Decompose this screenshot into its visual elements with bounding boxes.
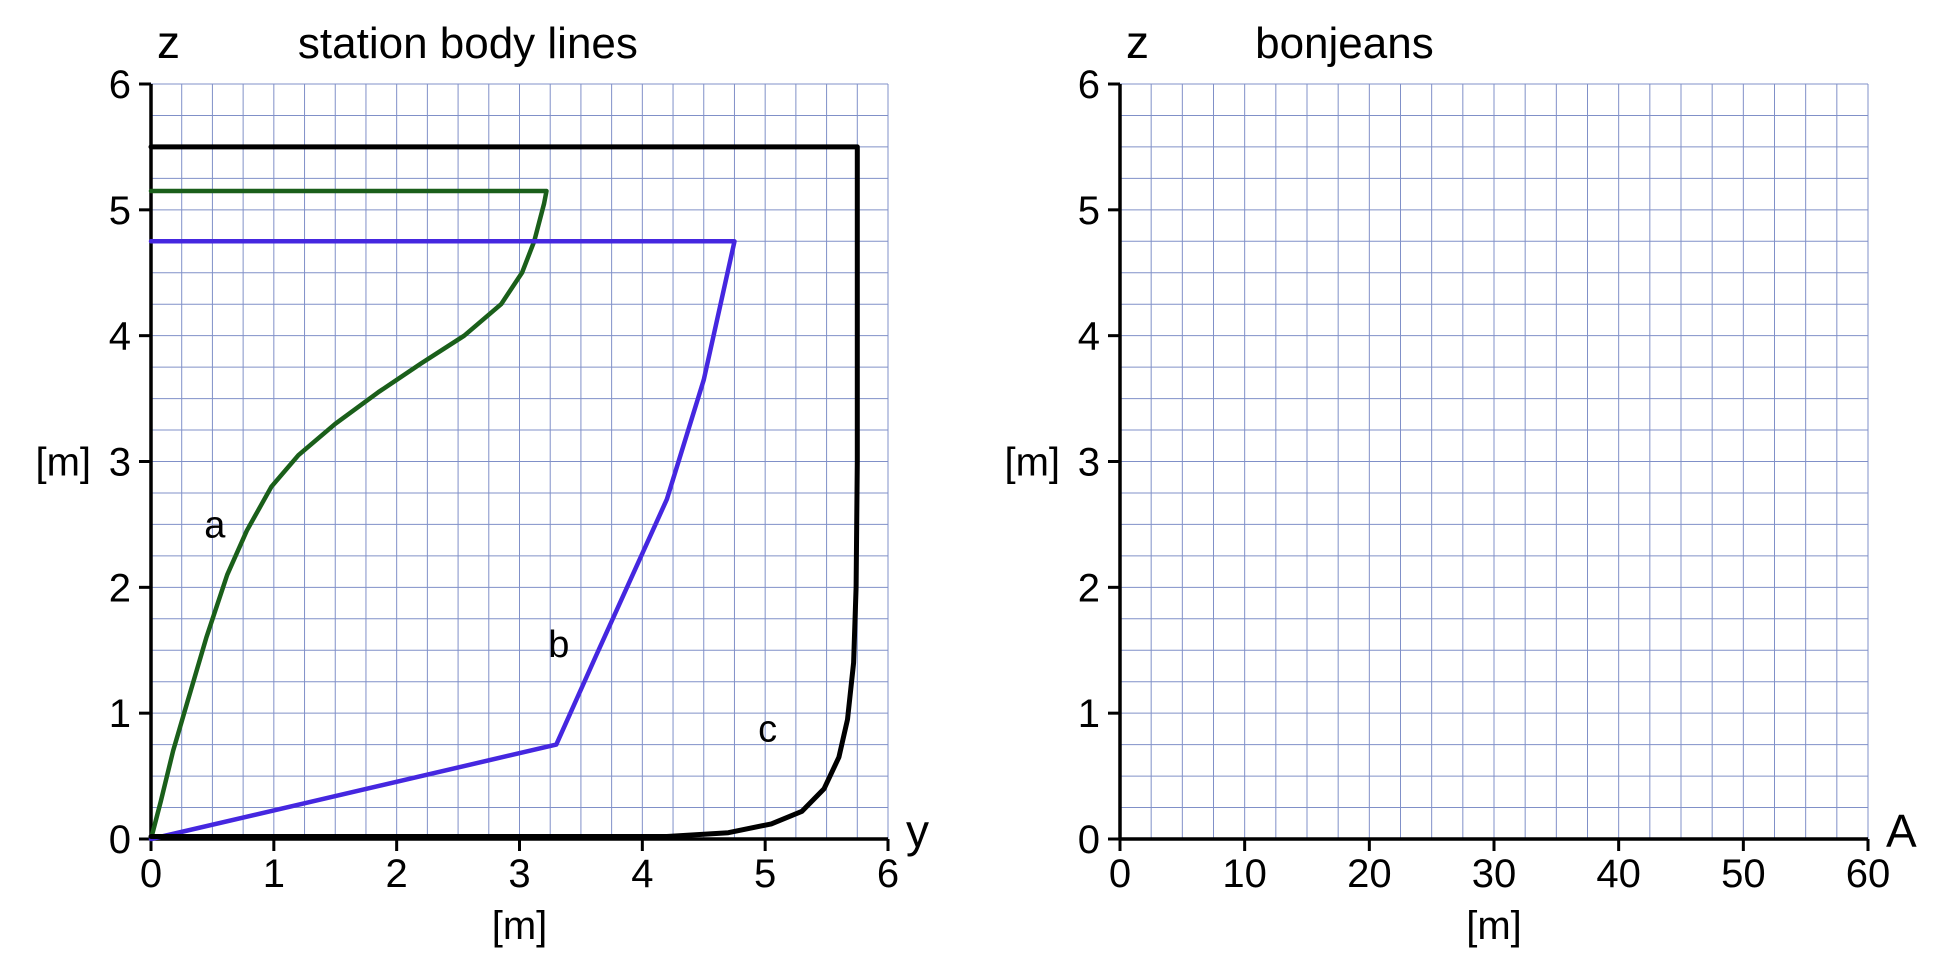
y-tick-label: 3 [109, 441, 131, 485]
x-tick-label: 3 [508, 852, 530, 896]
x-tick-label: 30 [1472, 852, 1517, 896]
series-c-line [148, 144, 860, 839]
y-tick-label: 5 [109, 189, 131, 233]
x-axis-unit-label: [m] [492, 904, 548, 948]
y-tick-label: 4 [109, 315, 131, 359]
x-tick-label: 1 [263, 852, 285, 896]
series-b-line [148, 239, 737, 842]
chart-title: station body lines [298, 19, 638, 68]
chart-bonjeans: 0 10 20 30 40 50 60 0 1 2 3 4 5 6 bonjeans z A [m] [m] [1004, 16, 1917, 948]
axes [1108, 82, 1870, 851]
y-axis-unit-label: [m] [35, 441, 91, 485]
series-a-label: a [204, 504, 226, 546]
chart-title: bonjeans [1255, 19, 1434, 68]
x-tick-label: 4 [631, 852, 653, 896]
y-tick-label: 6 [1078, 63, 1100, 107]
x-axis-unit-label: [m] [1466, 904, 1522, 948]
x-tick-label: 50 [1721, 852, 1766, 896]
y-tick-label: 1 [1078, 692, 1100, 736]
y-tick-label: 5 [1078, 189, 1100, 233]
y-tick-label: 6 [109, 63, 131, 107]
y-axis-letter: z [1126, 16, 1149, 68]
x-tick-label: 5 [754, 852, 776, 896]
x-axis-letter: y [906, 805, 929, 857]
y-tick-label: 4 [1078, 315, 1100, 359]
x-tick-label: 20 [1347, 852, 1392, 896]
y-axis-letter: z [157, 16, 180, 68]
y-axis-unit-label: [m] [1004, 441, 1060, 485]
series-c-label: c [758, 708, 777, 750]
grid [1119, 83, 1869, 840]
x-tick-label: 2 [386, 852, 408, 896]
y-tick-label: 2 [1078, 566, 1100, 610]
x-tick-label: 60 [1846, 852, 1891, 896]
y-tick-label: 2 [109, 566, 131, 610]
x-tick-label: 10 [1222, 852, 1267, 896]
x-tick-label: 40 [1596, 852, 1641, 896]
y-tick-label: 0 [1078, 818, 1100, 862]
x-tick-label: 6 [877, 852, 899, 896]
chart-station-body-lines: a b c 0 1 2 3 4 5 6 0 1 2 3 4 5 6 station body lines z y [m]… [35, 16, 929, 948]
x-tick-label: 0 [1109, 852, 1131, 896]
y-tick-label: 1 [109, 692, 131, 736]
y-tick-label: 0 [109, 818, 131, 862]
y-tick-label: 3 [1078, 441, 1100, 485]
grid [150, 83, 889, 840]
series-b-label: b [548, 624, 569, 666]
x-tick-label: 0 [140, 852, 162, 896]
x-axis-letter: A [1886, 805, 1917, 857]
